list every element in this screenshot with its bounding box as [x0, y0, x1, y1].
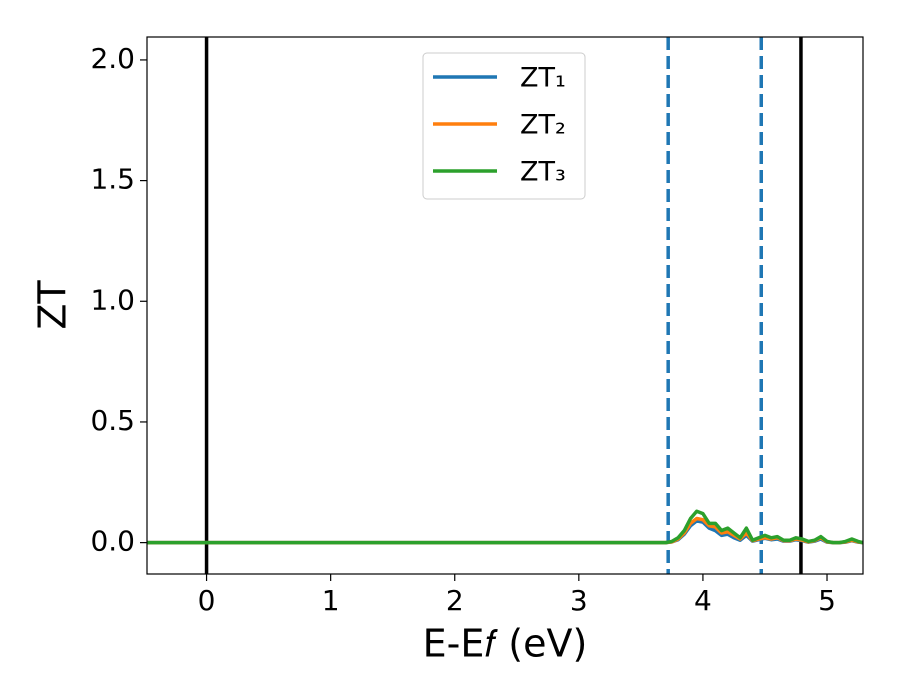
x-tick-label: 0	[198, 584, 216, 617]
x-tick-label: 4	[694, 584, 712, 617]
legend-label: ZT₁	[520, 63, 566, 94]
x-tick-label: 2	[446, 584, 464, 617]
legend-label: ZT₃	[520, 157, 566, 188]
x-axis-label: E-E𝑓 (eV)	[423, 622, 588, 666]
plot-frame	[146, 36, 864, 575]
x-tick-label: 1	[322, 584, 340, 617]
y-tick-label: 1.0	[90, 283, 135, 316]
y-axis-label: ZT	[31, 280, 75, 330]
y-tick-label: 2.0	[90, 42, 135, 75]
y-tick-label: 0.5	[90, 404, 135, 437]
legend-box	[422, 52, 586, 200]
y-tick-label: 0.0	[90, 525, 135, 558]
legend-label: ZT₂	[520, 110, 566, 141]
series-line	[147, 509, 863, 545]
x-tick-label: 3	[570, 584, 588, 617]
y-tick-label: 1.5	[90, 163, 135, 196]
x-tick-label: 5	[818, 584, 836, 617]
